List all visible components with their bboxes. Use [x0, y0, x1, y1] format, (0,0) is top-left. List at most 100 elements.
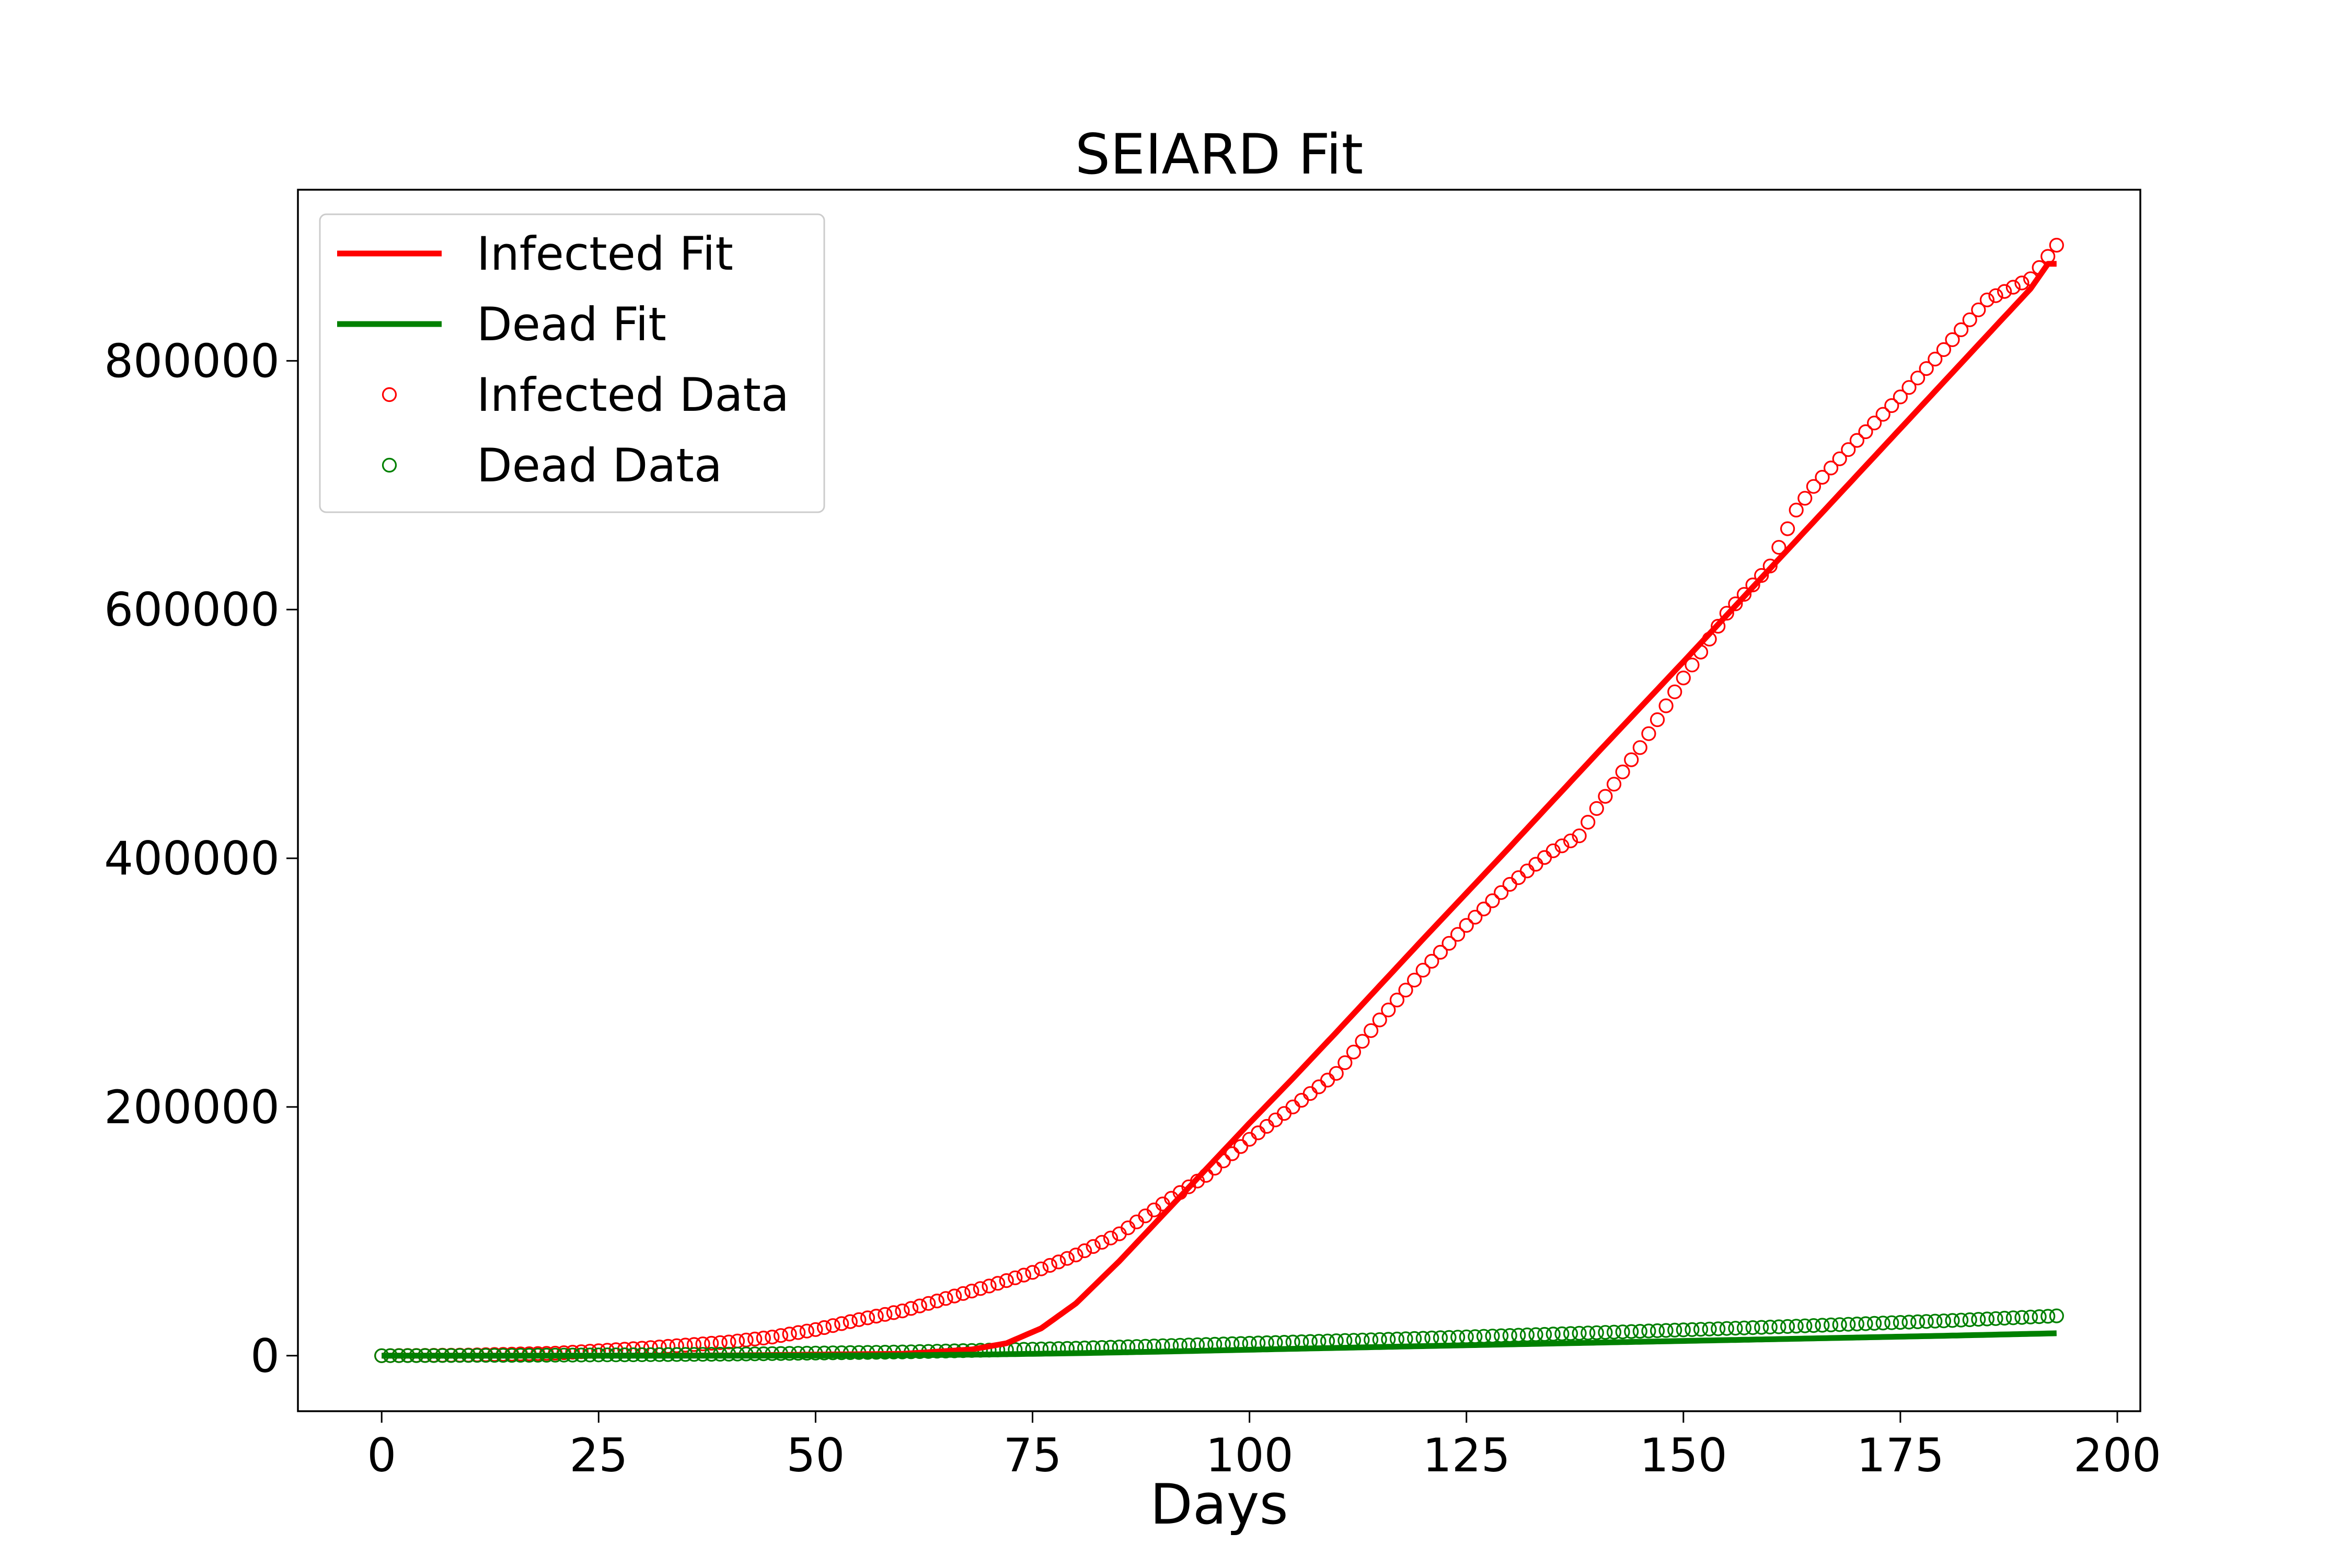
infected-data-point — [1910, 371, 1926, 386]
infected-data-point — [1025, 1265, 1040, 1280]
legend-swatch-dead-data — [382, 457, 397, 473]
dead-data-point — [1971, 1312, 1986, 1327]
infected-data-point — [999, 1273, 1014, 1288]
infected-data-point — [1832, 451, 1847, 466]
infected-data-point — [955, 1286, 971, 1301]
infected-data-point — [1589, 801, 1604, 816]
dead-data-point — [2023, 1309, 2038, 1324]
x-tick-label: 175 — [1857, 1428, 1944, 1482]
x-tick-label: 75 — [1004, 1428, 1062, 1482]
dead-data-point — [1762, 1319, 1778, 1335]
infected-data-point — [895, 1304, 910, 1319]
infected-data-point — [1806, 479, 1821, 494]
infected-data-point — [990, 1276, 1006, 1291]
infected-data-point — [1658, 698, 1674, 713]
dead-data-point — [1780, 1319, 1795, 1334]
axes-frame — [297, 189, 2141, 1412]
infected-data-point — [1442, 936, 1457, 951]
dead-data-point — [1598, 1325, 1613, 1340]
dead-data-point — [1554, 1326, 1570, 1341]
infected-data-point — [843, 1314, 858, 1329]
infected-data-point — [938, 1291, 953, 1306]
legend-box — [319, 213, 825, 513]
dead-data-point — [1910, 1314, 1926, 1329]
infected-data-point — [1893, 389, 1908, 405]
dead-data-point — [1945, 1313, 1960, 1328]
infected-data-point — [964, 1284, 979, 1299]
dead-data-point — [1954, 1312, 1969, 1328]
infected-data-point — [1928, 351, 1943, 367]
dead-data-point — [1728, 1321, 1743, 1336]
chart-title: SEIARD Fit — [1075, 122, 1363, 187]
dead-data-point — [1893, 1315, 1908, 1330]
dead-data-point — [1685, 1322, 1700, 1337]
dead-fit-line — [382, 1330, 2057, 1359]
infected-data-point — [1867, 416, 1882, 431]
y-tick-label: 600000 — [104, 583, 280, 637]
infected-data-point — [929, 1294, 945, 1309]
infected-data-point — [2049, 238, 2064, 253]
infected-data-point — [1615, 764, 1630, 780]
dead-data-point — [1546, 1327, 1561, 1342]
infected-data-point — [1719, 606, 1734, 621]
infected-data-point — [973, 1281, 988, 1296]
infected-data-point — [1338, 1055, 1353, 1070]
x-tick-label: 200 — [2073, 1428, 2161, 1482]
infected-data-point — [1554, 838, 1570, 854]
infected-data-point — [1858, 424, 1873, 440]
dead-data-point — [1936, 1313, 1951, 1329]
infected-data-point — [1841, 442, 1856, 457]
infected-data-point — [1919, 361, 1934, 376]
y-tick-label: 800000 — [104, 334, 280, 388]
infected-data-point — [1824, 460, 1839, 476]
infected-data-point — [1641, 726, 1656, 741]
dead-data-point — [1962, 1312, 1977, 1328]
infected-data-point — [1459, 918, 1474, 933]
dead-data-point — [1997, 1310, 2012, 1326]
infected-data-point — [704, 1335, 719, 1351]
dead-data-point — [1979, 1311, 1994, 1327]
infected-data-point — [1372, 1012, 1387, 1028]
infected-data-point — [921, 1296, 936, 1311]
infected-data-point — [1624, 752, 1639, 767]
dead-data-point — [1702, 1321, 1717, 1336]
infected-data-point — [1051, 1254, 1066, 1270]
infected-data-point — [947, 1288, 962, 1304]
infected-data-point — [669, 1338, 684, 1353]
infected-data-point — [1936, 342, 1951, 358]
infected-data-point — [1901, 380, 1917, 395]
dead-data-point — [1572, 1325, 1587, 1341]
infected-data-point — [912, 1298, 927, 1313]
infected-data-point — [851, 1312, 867, 1327]
dead-data-point — [1632, 1324, 1647, 1339]
dead-data-point — [1771, 1319, 1786, 1334]
x-axis-label: Days — [1150, 1472, 1288, 1537]
dead-data-point — [1875, 1316, 1890, 1331]
infected-data-point — [2005, 280, 2021, 295]
dead-data-point — [1815, 1318, 1830, 1333]
dead-data-point — [2049, 1308, 2064, 1323]
dead-data-point — [1693, 1322, 1709, 1337]
infected-data-point — [1364, 1023, 1379, 1038]
infected-data-point — [1884, 398, 1899, 413]
dead-data-point — [1589, 1325, 1604, 1340]
infected-data-point — [782, 1327, 797, 1342]
infected-data-point — [869, 1309, 884, 1324]
dead-data-point — [1988, 1311, 2003, 1326]
infected-data-point — [1103, 1230, 1119, 1246]
legend-label-dead-fit: Dead Fit — [477, 297, 666, 351]
infected-data-point — [686, 1337, 702, 1352]
infected-data-point — [1355, 1034, 1370, 1049]
legend-swatch-infected-data — [382, 387, 397, 402]
infected-data-point — [1650, 712, 1665, 728]
infected-data-point — [1059, 1251, 1075, 1266]
infected-data-point — [1771, 540, 1786, 555]
dead-data-point — [2014, 1310, 2030, 1325]
dead-data-point — [1919, 1314, 1934, 1329]
infected-data-point — [1415, 963, 1431, 978]
infected-data-point — [1468, 909, 1483, 925]
dead-data-point — [2040, 1309, 2056, 1324]
infected-data-point — [1954, 322, 1969, 338]
infected-data-point — [1329, 1066, 1344, 1081]
